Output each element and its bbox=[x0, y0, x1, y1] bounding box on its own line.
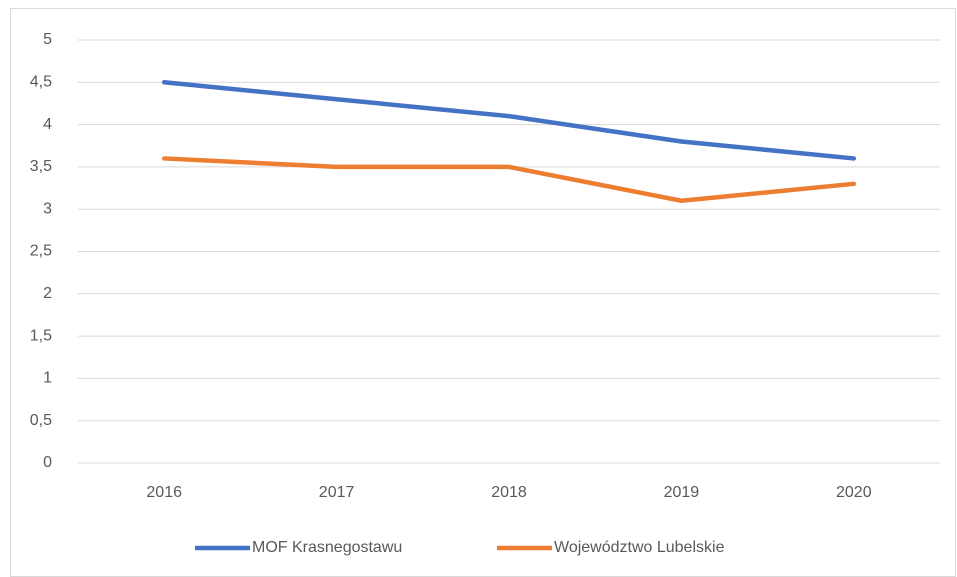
y-tick-label: 2 bbox=[43, 285, 52, 302]
y-tick-label: 0 bbox=[43, 454, 52, 471]
x-tick-label: 2018 bbox=[491, 484, 527, 501]
x-tick-label: 2017 bbox=[319, 484, 355, 501]
series-line bbox=[161, 80, 857, 161]
x-tick-label: 2020 bbox=[836, 484, 872, 501]
legend-label: Województwo Lubelskie bbox=[554, 539, 725, 556]
x-tick-label: 2016 bbox=[146, 484, 182, 501]
legend-label: MOF Krasnegostawu bbox=[252, 539, 402, 556]
series-line bbox=[161, 156, 857, 203]
y-tick-label: 1,5 bbox=[30, 327, 52, 344]
chart-border bbox=[10, 8, 956, 577]
y-tick-label: 1 bbox=[43, 370, 52, 387]
y-tick-label: 0,5 bbox=[30, 412, 52, 429]
y-tick-label: 2,5 bbox=[30, 243, 52, 260]
y-tick-label: 4,5 bbox=[30, 74, 52, 91]
y-tick-label: 4 bbox=[43, 116, 52, 133]
y-tick-label: 5 bbox=[43, 31, 52, 48]
x-tick-label: 2019 bbox=[664, 484, 700, 501]
y-tick-label: 3,5 bbox=[30, 158, 52, 175]
y-tick-label: 3 bbox=[43, 200, 52, 217]
